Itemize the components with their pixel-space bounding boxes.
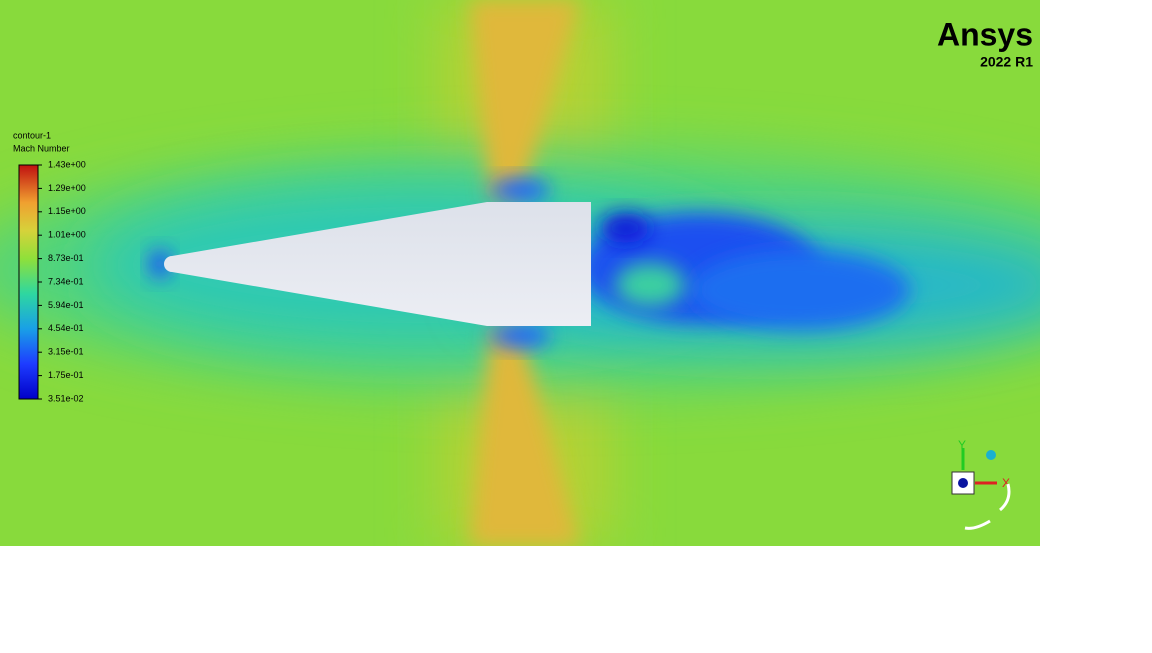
contour-field: [0, 0, 1040, 546]
triad-y-label: Y: [958, 438, 966, 452]
legend-label: 1.15e+00: [48, 206, 86, 216]
legend-title: contour-1: [13, 130, 51, 140]
legend-label: 1.43e+00: [48, 159, 86, 169]
colorbar: [18, 164, 39, 400]
legend-label: 1.29e+00: [48, 183, 86, 193]
legend-variable: Mach Number: [13, 143, 70, 153]
legend-label: 1.01e+00: [48, 230, 86, 240]
legend-label: 7.34e-01: [48, 276, 84, 286]
legend: contour-1 Mach Number 1.43e+00 1.29e+00 1.…: [13, 130, 86, 403]
legend-label: 5.94e-01: [48, 300, 84, 310]
triad-x-label: X: [1002, 476, 1010, 490]
legend-label: 3.51e-02: [48, 393, 84, 403]
logo-version: 2022 R1: [980, 54, 1033, 70]
legend-label: 8.73e-01: [48, 253, 84, 263]
legend-label: 3.15e-01: [48, 347, 84, 357]
legend-label: 4.54e-01: [48, 323, 84, 333]
logo: Ansys 2022 R1: [937, 16, 1033, 69]
axis-triad: Y X: [951, 438, 1011, 530]
logo-brand: Ansys: [937, 16, 1033, 52]
legend-label: 1.75e-01: [48, 370, 84, 380]
body-geometry: [164, 202, 591, 326]
